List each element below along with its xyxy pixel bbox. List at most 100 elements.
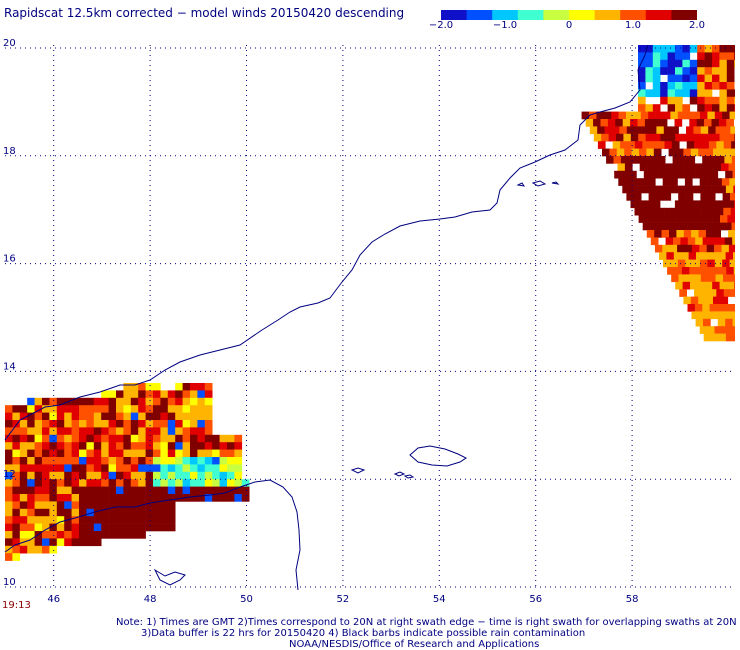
wind-cell [684, 244, 693, 253]
wind-cell [734, 59, 735, 68]
wind-cell [108, 457, 117, 465]
wind-cell [197, 464, 206, 473]
wind-cell [631, 148, 640, 157]
latitude-tick-label: 14 [3, 361, 16, 372]
wind-cell [227, 464, 235, 473]
wind-cell [683, 148, 692, 157]
latitude-tick-label: 12 [3, 469, 16, 480]
wind-cell [86, 538, 95, 547]
wind-cell [108, 508, 117, 517]
wind-cell [123, 471, 132, 480]
wind-cell [12, 464, 21, 473]
wind-cell [86, 531, 95, 539]
wind-cell [93, 464, 102, 473]
wind-cell [704, 82, 713, 90]
wind-cell [5, 471, 13, 480]
wind-cell [153, 457, 161, 465]
wind-cell [138, 412, 146, 421]
wind-cell [690, 215, 699, 223]
wind-cell [641, 207, 650, 216]
wind-cell [79, 412, 87, 421]
wind-cell [697, 104, 705, 112]
wind-cell [130, 464, 139, 473]
wind-cell [64, 464, 72, 473]
wind-cell [86, 464, 95, 473]
wind-cell [630, 200, 639, 209]
wind-cell [167, 405, 176, 413]
wind-cell [108, 471, 117, 480]
wind-cell [5, 494, 13, 502]
wind-cell [674, 200, 683, 209]
wind-cell [86, 516, 95, 524]
wind-cell [674, 119, 683, 127]
wind-cell [79, 494, 87, 502]
wind-cell [86, 427, 95, 436]
wind-cell [673, 170, 682, 179]
wind-cell [101, 479, 109, 487]
wind-cell [713, 163, 722, 172]
wind-cell [727, 133, 735, 142]
wind-cell [728, 230, 735, 238]
wind-cell [689, 82, 698, 90]
wind-cell [167, 412, 176, 421]
wind-cell [675, 52, 683, 61]
wind-cell [101, 427, 109, 436]
wind-cell [654, 163, 663, 172]
wind-cell [614, 170, 622, 179]
wind-cell [64, 538, 72, 547]
wind-cell [623, 133, 632, 142]
wind-cell [666, 185, 675, 194]
longitude-tick-label: 46 [47, 594, 60, 605]
wind-cell [729, 326, 735, 334]
wind-cell [56, 523, 65, 532]
wind-cell [34, 516, 43, 524]
wind-cell [730, 274, 735, 283]
wind-cell [130, 442, 139, 450]
wind-cell [5, 405, 13, 413]
longitude-tick-label: 56 [529, 594, 542, 605]
wind-cell [645, 59, 654, 68]
wind-cell [716, 222, 725, 231]
wind-cell [667, 52, 676, 61]
wind-cell [204, 442, 213, 450]
wind-cell [653, 148, 662, 157]
wind-cell [101, 486, 109, 495]
wind-cell [727, 148, 735, 157]
wind-cell [704, 133, 713, 142]
wind-cell [212, 479, 220, 487]
wind-cell [138, 427, 146, 436]
wind-cell [726, 104, 735, 112]
wind-cell [49, 420, 58, 428]
wind-cell [153, 405, 161, 413]
wind-cell [700, 126, 709, 135]
wind-cell [101, 434, 109, 443]
wind-cell [145, 434, 154, 443]
wind-cell [638, 133, 646, 142]
wind-cell [71, 420, 80, 428]
wind-cell [108, 412, 117, 421]
wind-cell [724, 156, 733, 164]
wind-cell [101, 412, 109, 421]
wind-cell [683, 296, 692, 305]
longitude-tick-label: 58 [626, 594, 639, 605]
wind-cell [654, 230, 662, 238]
coastline-islet-1 [350, 467, 366, 474]
wind-cell [704, 119, 712, 127]
wind-cell [689, 96, 698, 105]
wind-cell [675, 96, 683, 105]
wind-cell [64, 427, 72, 436]
wind-cell [182, 449, 191, 458]
wind-cell [721, 326, 730, 334]
wind-cell [71, 508, 80, 517]
wind-cell [730, 207, 735, 216]
wind-cell [710, 252, 719, 260]
wind-cell [93, 397, 102, 406]
wind-cell [645, 89, 654, 98]
wind-cell [130, 420, 139, 428]
wind-cell [669, 163, 677, 172]
wind-cell [145, 449, 154, 458]
wind-cell [5, 508, 13, 517]
wind-cell [56, 501, 65, 510]
wind-cell [79, 479, 87, 487]
wind-cell [145, 412, 154, 421]
